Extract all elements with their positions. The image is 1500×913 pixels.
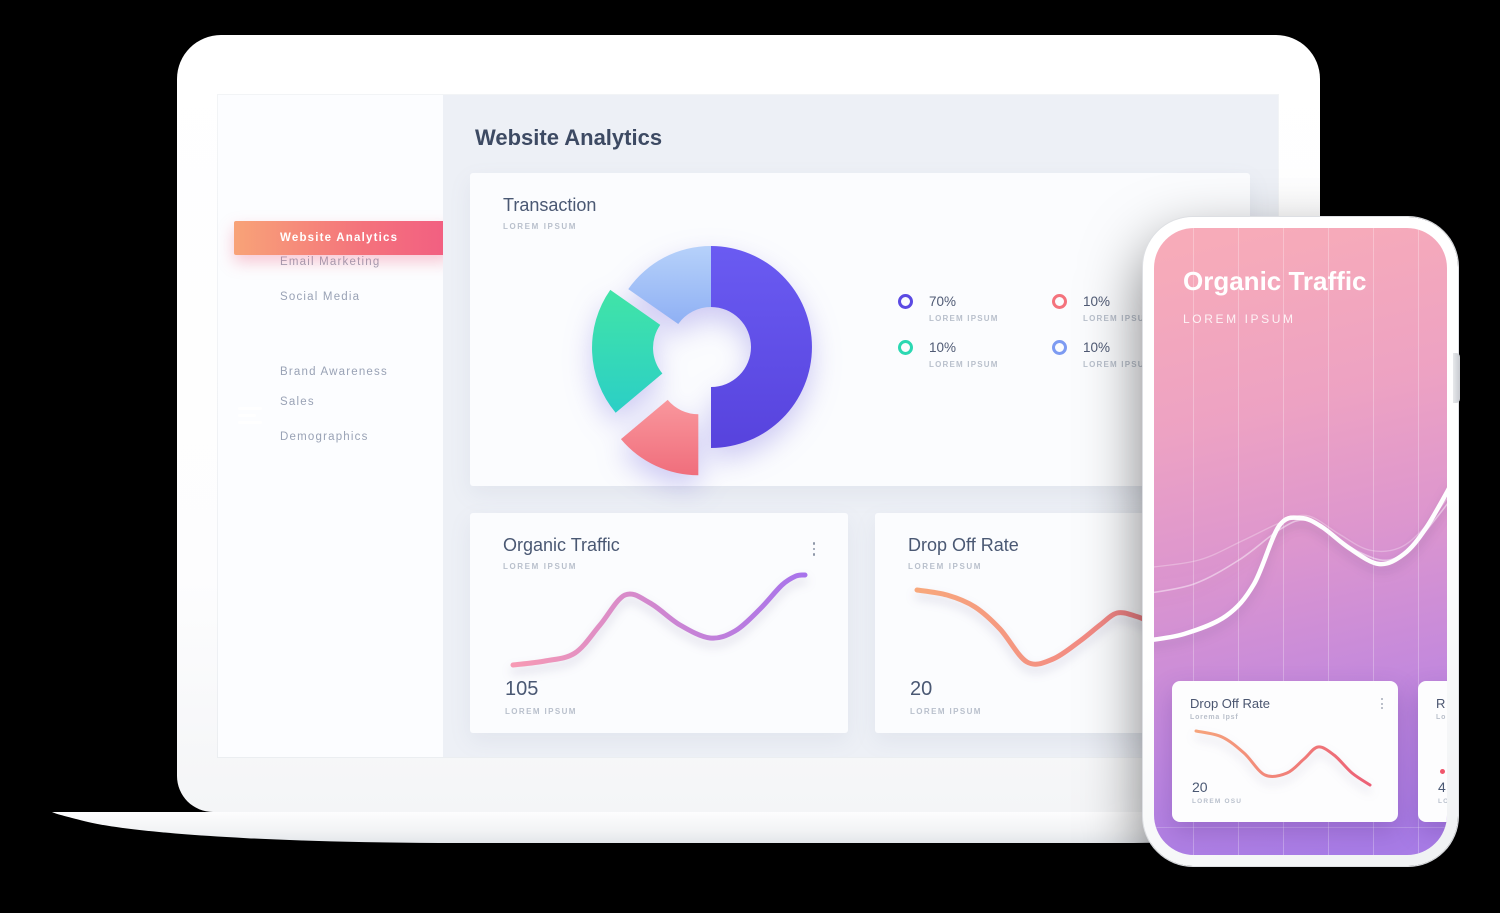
legend-ring-purple	[898, 294, 913, 309]
sidebar-item-social-media[interactable]: Social Media	[280, 291, 361, 303]
legend-label: LOREM IPSUM	[1083, 314, 1153, 323]
card-title: Drop Off Rate	[1190, 696, 1270, 711]
metric-value: 4	[1438, 779, 1446, 795]
card-title: Organic Traffic	[503, 535, 620, 555]
card-subtitle: LOREM IPSUM	[503, 562, 578, 571]
donut-chart	[592, 246, 812, 476]
line-chart	[510, 572, 808, 668]
metric-label: LO	[1438, 798, 1447, 805]
phone-drop-off-rate-card: Drop Off Rate Lorema Ipsf 20 LOREM OSU	[1172, 681, 1398, 822]
menu-icon[interactable]	[238, 407, 264, 429]
more-options-icon[interactable]	[810, 542, 818, 559]
transaction-card: Transaction LOREM IPSUM 70% LOREM IPSUM …	[470, 173, 1250, 486]
gridline	[1283, 228, 1284, 855]
legend-label: LOREM IPSUM	[1083, 360, 1153, 369]
metric-label: LOREM IPSUM	[910, 707, 982, 716]
dashboard-screen: Email Marketing Social Media Website Ana…	[218, 95, 1278, 757]
legend-value: 70%	[929, 294, 957, 309]
legend-ring-blue	[1052, 340, 1067, 355]
legend-ring-red	[1052, 294, 1067, 309]
card-title: Transaction	[503, 195, 597, 215]
metric-value: 105	[505, 678, 539, 700]
legend-value: 10%	[1083, 340, 1111, 355]
legend-item: 70% LOREM IPSUM	[898, 293, 999, 323]
status-dot	[1440, 769, 1445, 774]
laptop-base	[52, 812, 1378, 843]
phone-screen: Organic Traffic LOREM IPSUM Drop Off Rat…	[1154, 228, 1447, 855]
metric-value: 20	[1192, 779, 1208, 795]
more-options-icon[interactable]	[1378, 698, 1386, 712]
metric-label: LOREM IPSUM	[505, 707, 577, 716]
metric-label: LOREM OSU	[1192, 798, 1243, 805]
legend-label: LOREM IPSUM	[929, 314, 999, 323]
card-subtitle: Lorema Ipsf	[1190, 714, 1239, 721]
legend-label: LOREM IPSUM	[929, 360, 999, 369]
gridline	[1154, 827, 1447, 828]
phone-mockup: Organic Traffic LOREM IPSUM Drop Off Rat…	[1143, 217, 1460, 866]
sidebar-item-website-analytics[interactable]: Website Analytics	[234, 221, 451, 255]
page-title: Website Analytics	[475, 125, 663, 150]
phone-partial-card: R Lo 4 LO	[1418, 681, 1447, 822]
sidebar-item-demographics[interactable]: Demographics	[280, 431, 369, 443]
wave-chart	[1154, 487, 1447, 642]
sidebar-item-email-marketing[interactable]: Email Marketing	[280, 256, 381, 268]
legend-item: 10% LOREM IPSUM	[898, 339, 999, 369]
legend-value: 10%	[929, 340, 957, 355]
phone-page-subtitle: LOREM IPSUM	[1183, 312, 1296, 326]
gridline	[1193, 228, 1194, 855]
legend-item: 10% LOREM IPSUM	[1052, 293, 1153, 323]
card-title: Drop Off Rate	[908, 535, 1019, 555]
power-button	[1453, 353, 1460, 403]
organic-traffic-card: Organic Traffic LOREM IPSUM 105 LOREM IP…	[470, 513, 848, 733]
gridline	[1328, 228, 1329, 855]
line-chart	[1194, 729, 1372, 787]
metric-value: 20	[910, 678, 933, 700]
card-subtitle: LOREM IPSUM	[503, 222, 578, 231]
sidebar: Email Marketing Social Media Website Ana…	[218, 95, 451, 757]
legend-ring-teal	[898, 340, 913, 355]
card-subtitle: Lo	[1436, 714, 1447, 721]
sidebar-item-sales[interactable]: Sales	[280, 396, 315, 408]
legend-item: 10% LOREM IPSUM	[1052, 339, 1153, 369]
gridline	[1238, 228, 1239, 855]
gridline	[1373, 228, 1374, 855]
laptop-mockup: Email Marketing Social Media Website Ana…	[177, 35, 1320, 812]
sidebar-item-label: Website Analytics	[280, 232, 399, 244]
phone-page-title: Organic Traffic	[1183, 266, 1367, 296]
card-title: R	[1436, 696, 1446, 711]
sidebar-item-brand-awareness[interactable]: Brand Awareness	[280, 366, 388, 378]
card-subtitle: LOREM IPSUM	[908, 562, 983, 571]
legend-value: 10%	[1083, 294, 1111, 309]
